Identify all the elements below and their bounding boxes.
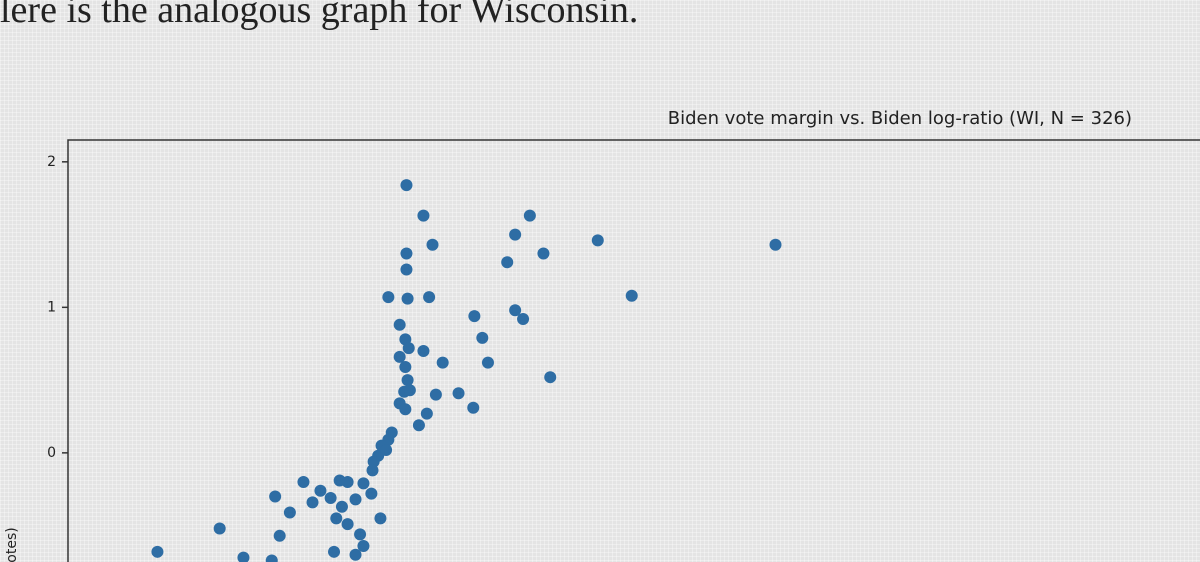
point	[429, 388, 442, 401]
y-tick-label: 1	[47, 299, 56, 315]
point	[365, 487, 378, 500]
point	[354, 528, 367, 541]
point	[357, 539, 370, 552]
point	[349, 548, 362, 561]
point	[213, 522, 226, 535]
point	[341, 518, 354, 531]
point	[393, 318, 406, 331]
point	[297, 475, 310, 488]
point	[330, 512, 343, 525]
chart-title: Biden vote margin vs. Biden log-ratio (W…	[668, 108, 1132, 129]
point	[335, 500, 348, 513]
point	[366, 464, 379, 477]
point	[403, 384, 416, 397]
point	[324, 491, 337, 504]
point	[426, 238, 439, 251]
point	[436, 356, 449, 369]
point	[401, 292, 414, 305]
point	[544, 371, 557, 384]
point	[591, 234, 604, 247]
point	[374, 512, 387, 525]
point	[283, 506, 296, 519]
plot-frame	[67, 139, 1200, 562]
point	[468, 310, 481, 323]
point	[481, 356, 494, 369]
point	[269, 490, 282, 503]
point	[393, 350, 406, 363]
point	[452, 387, 465, 400]
point	[328, 545, 341, 558]
point	[367, 455, 380, 468]
point	[399, 403, 412, 416]
point	[357, 477, 370, 490]
point	[380, 443, 393, 456]
point	[151, 545, 164, 558]
point	[400, 263, 413, 276]
point	[400, 247, 413, 260]
y-axis-label: otes)	[4, 527, 20, 562]
point	[382, 291, 395, 304]
point	[625, 289, 638, 302]
point	[341, 475, 354, 488]
point	[412, 419, 425, 432]
point	[265, 554, 278, 562]
point	[769, 238, 782, 251]
heading: lere is the analogous graph for Wisconsi…	[0, 0, 639, 31]
point	[402, 342, 415, 355]
point	[349, 493, 362, 506]
point	[400, 179, 413, 192]
y-tick-label: 0	[47, 445, 56, 461]
point	[420, 407, 433, 420]
point	[306, 496, 319, 509]
point	[476, 331, 489, 344]
y-tick-label: 2	[47, 154, 56, 170]
point	[537, 247, 550, 260]
point	[401, 374, 414, 387]
point	[467, 401, 480, 414]
point	[314, 484, 327, 497]
point	[509, 228, 522, 241]
point	[399, 361, 412, 374]
point	[501, 256, 514, 269]
point	[517, 312, 530, 325]
point	[237, 551, 250, 562]
point	[523, 209, 536, 222]
point	[417, 345, 430, 357]
point	[509, 304, 522, 317]
point	[417, 209, 430, 222]
point	[423, 291, 436, 304]
point	[273, 529, 286, 542]
